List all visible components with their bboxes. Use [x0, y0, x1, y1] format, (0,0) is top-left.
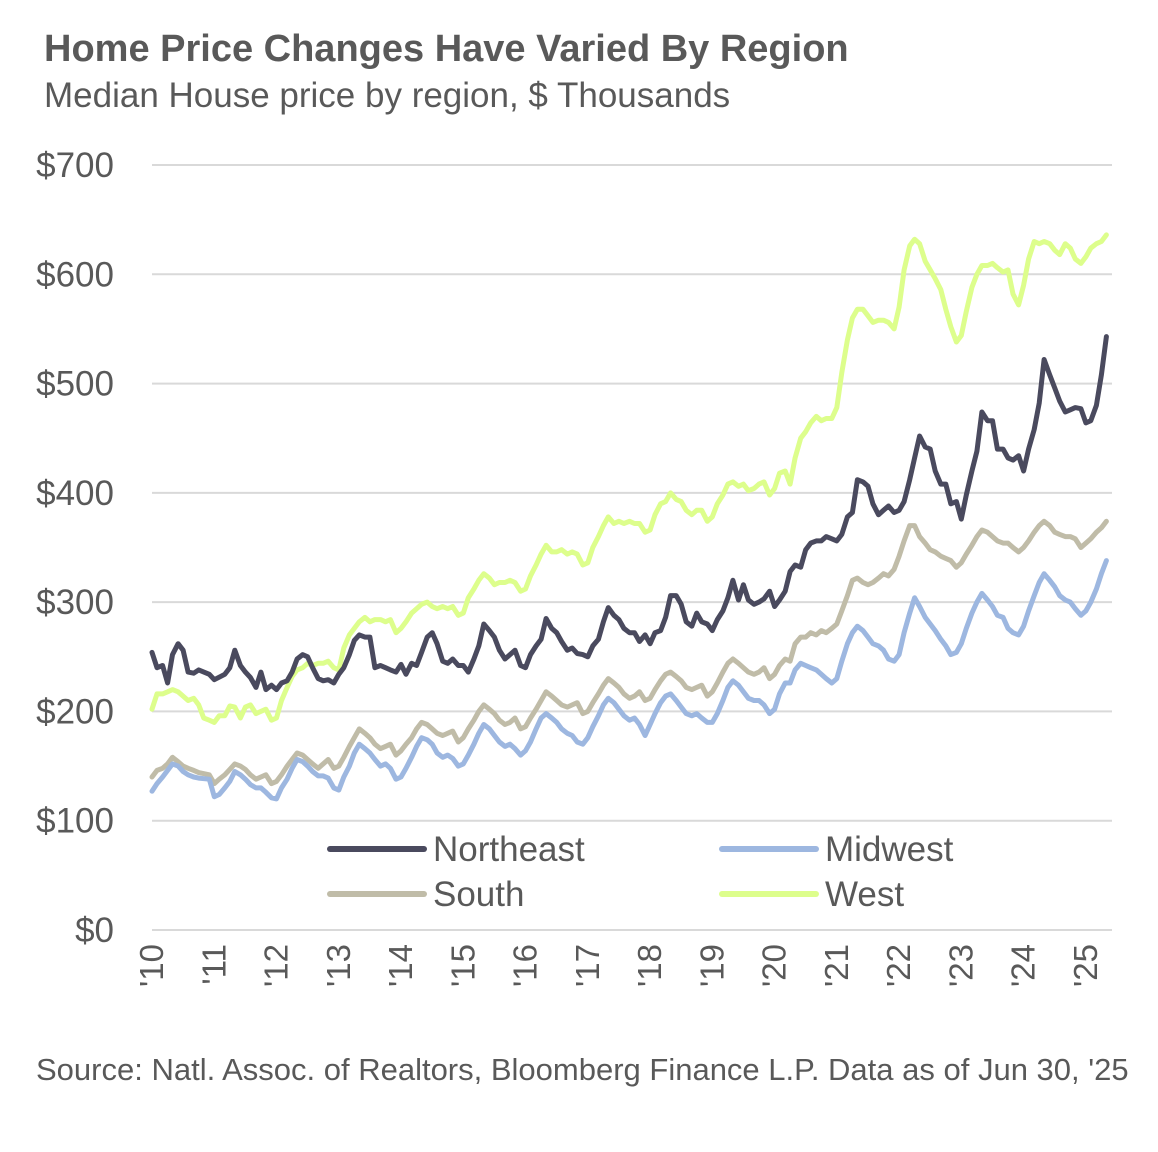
legend-label-midwest: Midwest	[825, 830, 954, 869]
x-tick-label: '23	[942, 944, 979, 987]
y-tick-label: $100	[36, 802, 114, 841]
x-tick-label: '14	[382, 944, 419, 987]
series-lines	[149, 232, 1109, 802]
series-line-south	[149, 518, 1109, 787]
y-tick-label: $500	[36, 365, 114, 404]
x-tick-label: '17	[569, 944, 606, 987]
legend-label-west: West	[825, 875, 904, 914]
y-tick-label: $600	[36, 255, 114, 294]
x-tick-label: '21	[818, 944, 855, 987]
chart-subtitle: Median House price by region, $ Thousand…	[44, 76, 731, 115]
x-tick-label: '22	[880, 944, 917, 987]
x-tick-label: '19	[693, 944, 730, 987]
x-tick-label: '10	[133, 944, 170, 987]
y-tick-label: $700	[36, 146, 114, 185]
x-tick-label: '11	[195, 944, 232, 985]
y-tick-label: $400	[36, 474, 114, 513]
y-tick-label: $300	[36, 583, 114, 622]
y-tick-label: $0	[75, 911, 114, 950]
chart-title: Home Price Changes Have Varied By Region	[44, 28, 849, 70]
x-tick-label: '12	[258, 944, 295, 987]
x-tick-label: '25	[1067, 944, 1104, 987]
line-chart: $0 $100 $200 $300 $400 $500 $600 $700 '10 '11 '12…	[36, 146, 1112, 987]
legend-label-northeast: Northeast	[433, 830, 585, 869]
x-tick-label: '15	[444, 944, 481, 987]
x-tick-label: '20	[756, 944, 793, 987]
x-axis-labels: '10 '11 '12 '13 '14 '15 '16 '17 '18 '19 '20 '21 '22 '…	[133, 944, 1104, 987]
x-tick-label: '13	[320, 944, 357, 987]
y-tick-label: $200	[36, 692, 114, 731]
grid	[152, 164, 1112, 931]
series-line-midwest	[149, 558, 1109, 802]
series-line-northeast	[149, 334, 1109, 693]
x-tick-label: '24	[1005, 944, 1042, 987]
y-axis-labels: $0 $100 $200 $300 $400 $500 $600 $700	[36, 146, 114, 950]
x-tick-label: '16	[507, 944, 544, 987]
series-line-west	[149, 232, 1109, 725]
x-tick-label: '18	[631, 944, 668, 987]
legend: Northeast Midwest South West	[327, 830, 954, 914]
source-note: Source: Natl. Assoc. of Realtors, Bloomb…	[36, 1052, 1129, 1087]
legend-label-south: South	[433, 875, 524, 914]
